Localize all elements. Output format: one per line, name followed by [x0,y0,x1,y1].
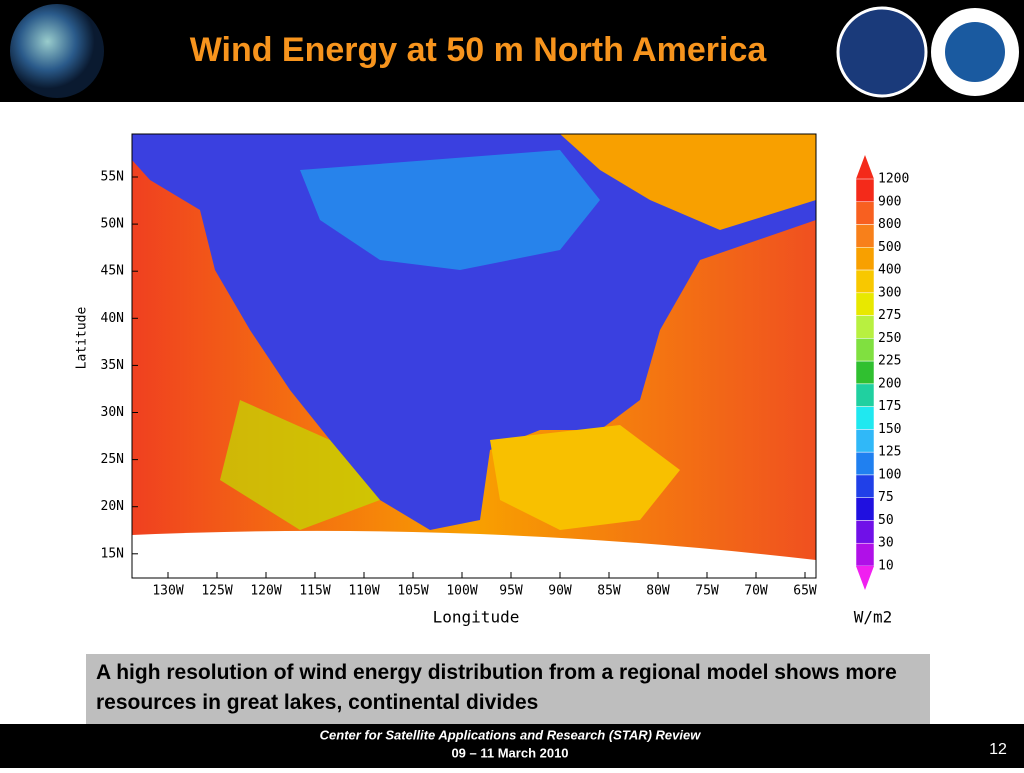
lon-tick-label: 115W [299,584,330,599]
colorbar-label: 75 [878,490,894,505]
colorbar-label: 250 [878,331,901,346]
colorbar-arrow-top [856,155,874,179]
colorbar-box [855,497,875,521]
colorbar-label: 500 [878,240,901,255]
land [132,134,816,530]
earth-logo [10,4,104,98]
lat-tick-label: 25N [101,452,124,467]
colorbar-label: 125 [878,445,901,460]
footer-line1: Center for Satellite Applications and Re… [320,727,702,742]
lon-tick-label: 75W [695,584,719,599]
footer-bar [0,724,1024,768]
caption-wrap: A high resolution of wind energy distrib… [96,661,897,714]
colorbar-label: 300 [878,285,901,300]
hudson [560,134,816,230]
colorbar-label: 175 [878,399,901,414]
lat-tick-label: 50N [101,217,124,232]
lat-tick-label: 20N [101,499,124,514]
caption-box [86,654,930,724]
colorbar-box [855,429,875,453]
colorbar-label: 50 [878,513,894,528]
lon-tick-label: 100W [446,584,477,599]
colorbar-box [855,292,875,316]
colorbar-label: 1200 [878,172,909,187]
lon-tick-label: 110W [348,584,379,599]
nesdis-logo [836,6,928,98]
lon-tick-label: 70W [744,584,768,599]
colorbar-arrow-bottom [856,566,874,590]
colorbar-box [855,520,875,544]
colorbar-box [855,406,875,430]
colorbar-unit: W/m2 [854,608,893,627]
colorbar-label: 275 [878,308,901,323]
colorbar-box [855,178,875,203]
x-axis-label: Longitude [433,608,520,627]
colorbar-box [855,224,875,248]
lon-tick-label: 120W [250,584,281,599]
colorbar-box [855,474,875,498]
colorbar-box [855,451,875,476]
lon-tick-label: 95W [499,584,523,599]
lat-tick-label: 45N [101,264,124,279]
colorbar-label: 400 [878,263,901,278]
lon-tick-label: 85W [597,584,621,599]
noaa-logo-inner [945,22,1005,82]
colorbar-label: 30 [878,536,894,551]
gulf [490,425,680,530]
lon-tick-label: 65W [793,584,817,599]
page-number: 12 [989,741,1007,758]
colorbar-box [855,360,875,385]
map-frame [131,133,817,579]
colorbar-box [855,247,875,271]
colorbar-box [855,269,875,294]
colorbar-box [855,338,875,362]
colorbar-label: 100 [878,467,901,482]
caption: A high resolution of wind energy distrib… [96,661,897,714]
colorbar-label: 900 [878,194,901,209]
colorbar-label: 10 [878,559,894,574]
lon-tick-label: 90W [548,584,572,599]
map [131,133,817,579]
lat-tick-label: 30N [101,405,124,420]
lon-tick-label: 80W [646,584,670,599]
footer-line2: 09 – 11 March 2010 [451,745,568,760]
lon-tick-label: 105W [397,584,428,599]
colorbar-box [855,201,875,225]
colorbar-label: 200 [878,376,901,391]
plains [300,150,600,270]
lon-tick-label: 125W [201,584,232,599]
pacific-coast [220,400,380,530]
lon-tick-label: 130W [152,584,183,599]
lat-tick-label: 55N [101,170,124,185]
colorbar-box [855,315,875,339]
colorbar-label: 150 [878,422,901,437]
colorbar-box [855,383,875,407]
colorbar-box [855,542,875,567]
no-data [132,530,816,578]
lat-tick-label: 15N [101,546,124,561]
lat-tick-label: 35N [101,358,124,373]
lat-tick-label: 40N [101,311,124,326]
colorbar-label: 800 [878,217,901,232]
colorbar-label: 225 [878,354,901,369]
y-axis-label: Latitude [75,307,90,370]
slide-title: Wind Energy at 50 m North America [190,31,768,69]
